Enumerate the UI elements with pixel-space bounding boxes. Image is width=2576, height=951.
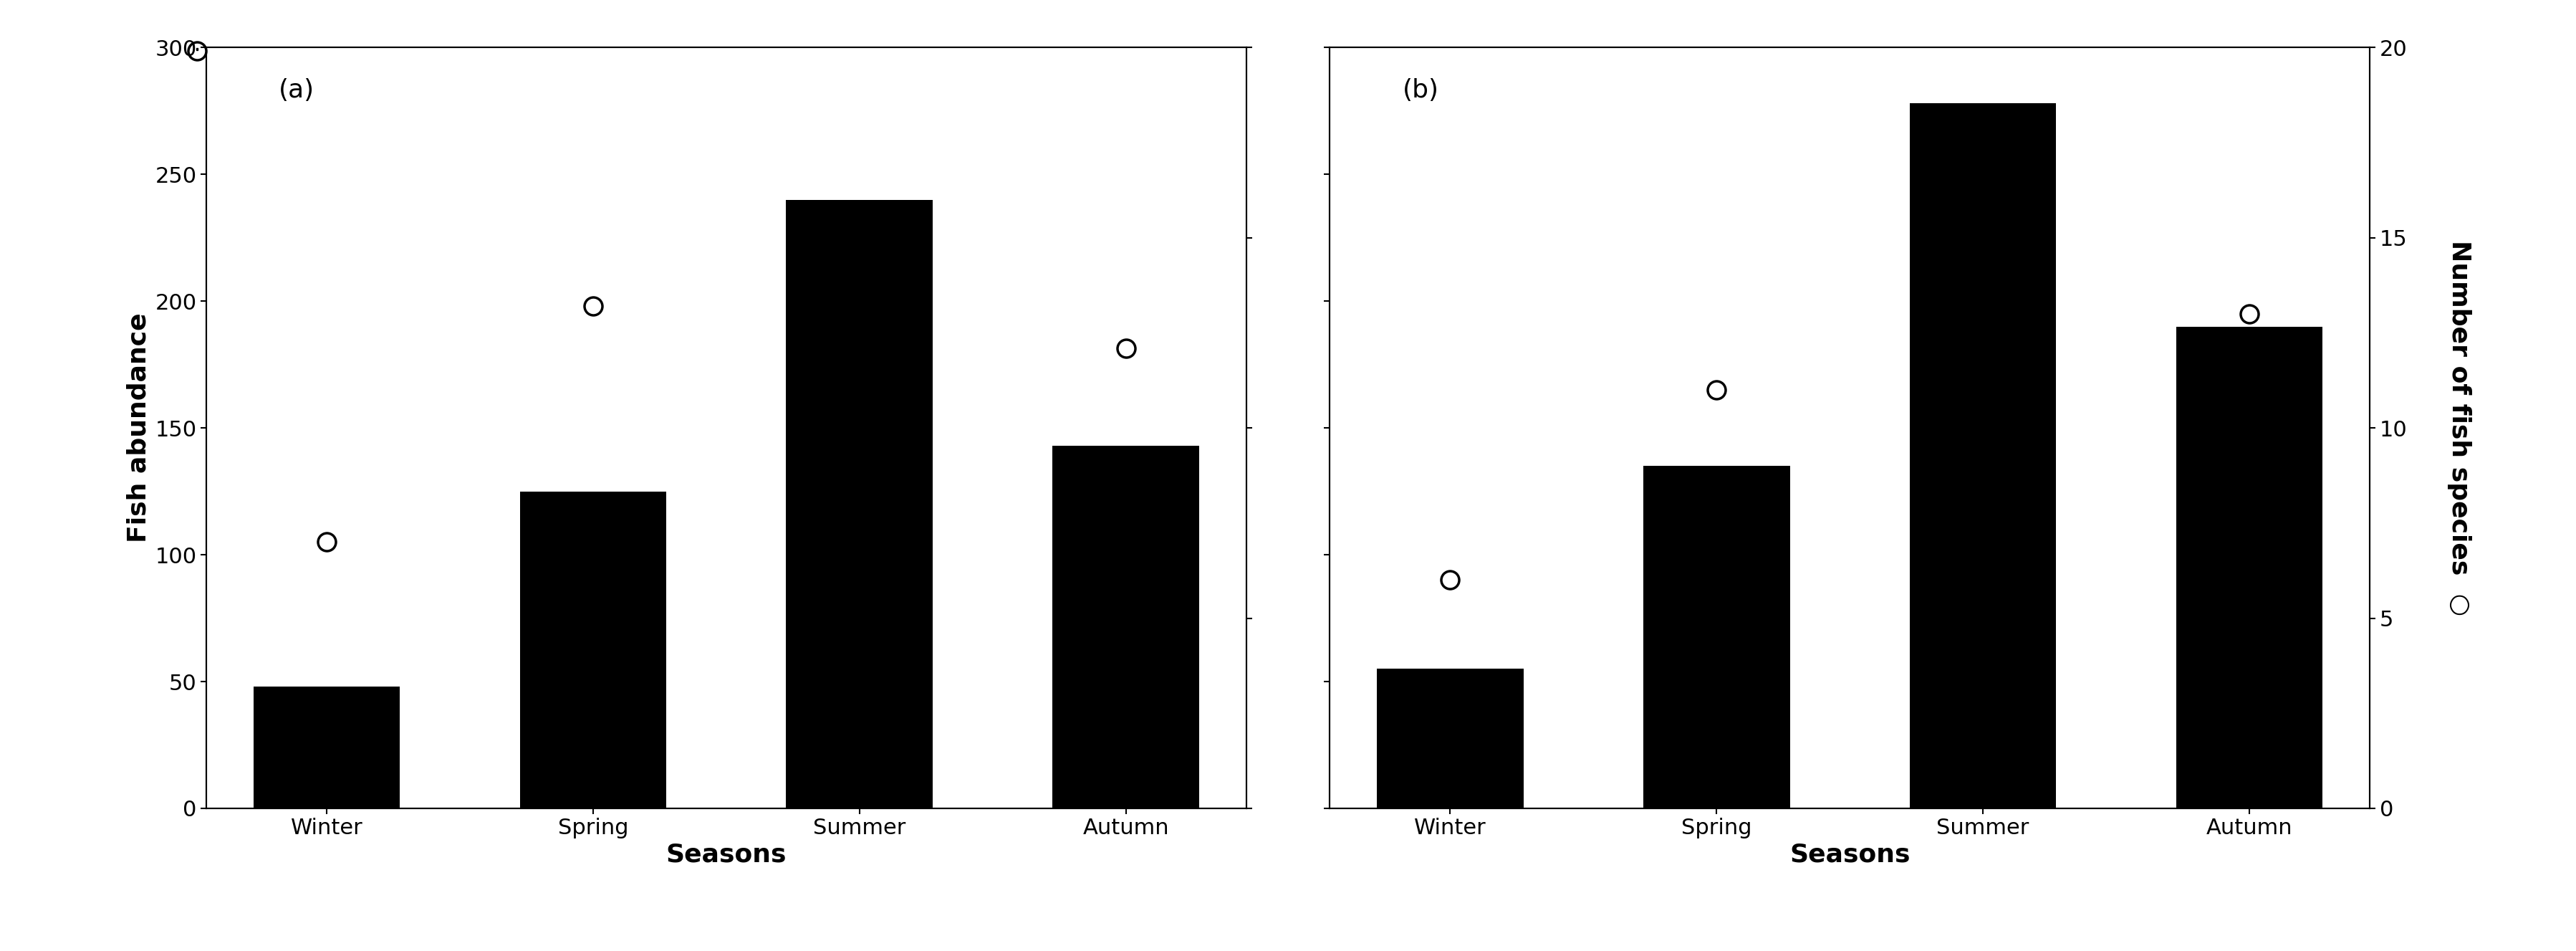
X-axis label: Seasons: Seasons (1790, 843, 1911, 867)
Text: (a): (a) (278, 78, 314, 103)
Bar (1909, 104, 2056, 808)
Bar (1054, 446, 1198, 808)
Bar (252, 687, 399, 808)
X-axis label: Seasons: Seasons (665, 843, 786, 867)
Bar (520, 492, 667, 808)
Bar (1378, 669, 1522, 808)
Y-axis label: Number of fish species  ○: Number of fish species ○ (2447, 241, 2470, 615)
Bar (786, 200, 933, 808)
Bar (1643, 466, 1790, 808)
Bar (2177, 326, 2324, 808)
Y-axis label: Fish abundance: Fish abundance (126, 313, 152, 543)
Text: (b): (b) (1401, 78, 1440, 103)
